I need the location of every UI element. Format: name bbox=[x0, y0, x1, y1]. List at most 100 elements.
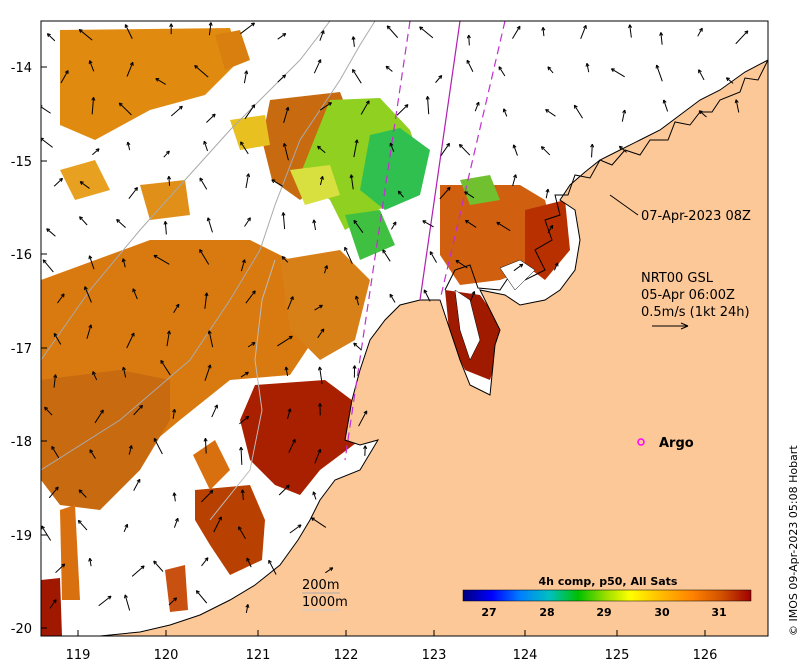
current-vector-head bbox=[140, 565, 145, 570]
current-vector-head bbox=[246, 173, 251, 178]
current-vector bbox=[498, 66, 506, 77]
current-vector-head bbox=[88, 255, 93, 260]
current-vector bbox=[697, 27, 703, 37]
current-vector-head bbox=[554, 262, 559, 267]
current-vector bbox=[126, 332, 135, 349]
current-vector bbox=[287, 296, 294, 310]
current-vector bbox=[89, 558, 92, 567]
current-vector-head bbox=[320, 30, 325, 35]
current-vector-head bbox=[88, 60, 93, 65]
current-vector-head bbox=[290, 296, 294, 301]
current-vector-head bbox=[363, 410, 368, 415]
current-vector bbox=[545, 188, 549, 199]
current-vector bbox=[278, 484, 290, 496]
current-vector bbox=[160, 360, 171, 376]
current-vector bbox=[49, 599, 57, 609]
current-vector bbox=[124, 24, 133, 39]
current-vector bbox=[48, 486, 59, 499]
colorbar-tick: 31 bbox=[711, 606, 726, 619]
current-vector bbox=[353, 342, 362, 351]
current-vector-head bbox=[344, 246, 348, 251]
current-vector bbox=[287, 408, 291, 420]
current-vector-head bbox=[353, 342, 358, 347]
current-vector bbox=[201, 490, 214, 503]
current-vector bbox=[88, 255, 95, 270]
current-vector bbox=[512, 25, 521, 39]
current-vector bbox=[46, 33, 56, 42]
current-vector-head bbox=[744, 30, 749, 35]
current-vector-head bbox=[282, 74, 287, 79]
current-vector bbox=[213, 516, 222, 533]
current-vector bbox=[78, 489, 87, 498]
current-vector-head bbox=[64, 70, 69, 75]
current-vector bbox=[133, 479, 141, 491]
map-plot-area bbox=[41, 21, 768, 636]
current-vector bbox=[123, 524, 128, 532]
current-vector bbox=[170, 105, 183, 117]
current-vector bbox=[317, 328, 325, 339]
current-vector bbox=[426, 96, 430, 115]
current-vector-head bbox=[385, 65, 390, 70]
current-vector-head bbox=[622, 109, 627, 114]
current-vector bbox=[470, 291, 475, 301]
current-vector-head bbox=[123, 594, 128, 599]
current-vector bbox=[239, 415, 250, 425]
x-tick-label: 121 bbox=[246, 648, 271, 663]
current-vector bbox=[352, 36, 355, 47]
current-vector-head bbox=[88, 324, 93, 329]
current-vector bbox=[512, 174, 517, 187]
current-vector-head bbox=[352, 68, 356, 73]
satellite-tracks bbox=[344, 21, 506, 461]
current-vector bbox=[313, 219, 316, 231]
current-vector bbox=[314, 449, 321, 464]
current-vector bbox=[118, 102, 132, 116]
current-vector-head bbox=[281, 212, 286, 216]
current-vector-head bbox=[58, 177, 63, 182]
current-vector bbox=[122, 258, 126, 268]
current-vector bbox=[319, 30, 325, 41]
current-vector-head bbox=[318, 304, 323, 309]
current-vector-head bbox=[126, 141, 131, 146]
current-vector-head bbox=[502, 108, 507, 113]
current-vector bbox=[153, 560, 164, 572]
current-vector bbox=[283, 143, 289, 161]
y-tick-label: -15 bbox=[11, 155, 32, 170]
current-vector-head bbox=[365, 100, 370, 105]
current-vector-head bbox=[54, 486, 59, 491]
current-vector bbox=[172, 409, 176, 419]
y-tick-label: -18 bbox=[11, 435, 32, 450]
current-vector-head bbox=[209, 489, 214, 494]
current-vector-head bbox=[351, 36, 356, 40]
current-vector bbox=[735, 30, 749, 45]
current-vector-head bbox=[466, 59, 471, 64]
current-vector-head bbox=[79, 181, 84, 185]
current-vector-head bbox=[464, 219, 469, 224]
x-tick-label: 124 bbox=[513, 648, 538, 663]
current-vector bbox=[243, 70, 248, 84]
isobath-200m-label: 200m bbox=[302, 578, 339, 593]
current-vector bbox=[319, 366, 323, 385]
scale-arrow bbox=[652, 322, 689, 330]
argo-label: Argo bbox=[659, 436, 694, 451]
current-vector-head bbox=[53, 332, 58, 337]
current-vector bbox=[60, 70, 69, 84]
current-vector-head bbox=[195, 590, 200, 595]
current-vector-head bbox=[311, 517, 315, 522]
current-vector-head bbox=[61, 563, 66, 568]
current-vector bbox=[314, 304, 323, 311]
current-vector-head bbox=[284, 366, 289, 371]
current-vector-head bbox=[175, 303, 180, 308]
current-vector bbox=[164, 221, 167, 235]
y-tick-label: -20 bbox=[11, 622, 32, 637]
current-vector-head bbox=[100, 409, 104, 414]
current-vector-head bbox=[207, 364, 212, 369]
current-vector bbox=[663, 99, 669, 112]
current-vector-head bbox=[317, 59, 322, 64]
current-vector-head bbox=[317, 145, 322, 150]
current-vector-head bbox=[91, 97, 96, 101]
current-vector bbox=[44, 406, 53, 416]
current-vector bbox=[271, 179, 284, 187]
credit-label: © IMOS 09-Apr-2023 05:08 Hobart bbox=[787, 445, 800, 636]
current-vector bbox=[439, 187, 451, 200]
